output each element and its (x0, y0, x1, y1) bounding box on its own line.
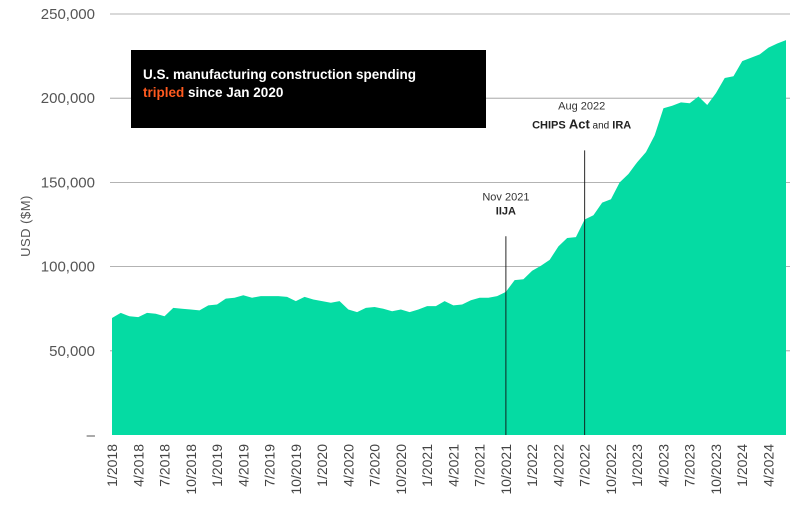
x-tick-label: 4/2021 (445, 444, 461, 487)
x-tick-label: 4/2024 (761, 444, 777, 487)
annotation-label: IIJA (496, 205, 516, 217)
y-tick-label: 200,000 (41, 90, 95, 107)
title-line-1: U.S. manufacturing construction spending (143, 67, 417, 82)
x-tick-label: 7/2023 (682, 444, 698, 487)
title-highlight: tripled (143, 85, 185, 100)
x-tick-label: 1/2022 (524, 444, 540, 487)
x-tick-label: 10/2022 (603, 444, 619, 495)
area-fill (112, 40, 786, 435)
title-line-2-rest: since Jan 2020 (184, 85, 284, 100)
y-axis-label: USD ($M) (18, 195, 33, 257)
x-tick-label: 1/2021 (419, 444, 435, 487)
annotation-date: Aug 2022 (558, 100, 605, 112)
x-tick-label: 4/2020 (340, 444, 356, 487)
y-tick-label: 150,000 (41, 174, 95, 191)
y-axis: – 50,000 100,000 150,000 200,000 250,000 (41, 6, 96, 444)
annotation-date: Nov 2021 (482, 191, 529, 203)
title-line-2: tripled since Jan 2020 (143, 84, 476, 102)
x-tick-label: 10/2020 (393, 444, 409, 495)
x-tick-label: 10/2019 (288, 444, 304, 495)
annotations: Nov 2021 IIJA Aug 2022 CHIPS Act and IRA (482, 100, 631, 435)
x-tick-label: 4/2023 (656, 444, 672, 487)
area-series (111, 40, 787, 435)
title-box: U.S. manufacturing construction spending… (131, 50, 486, 128)
y-tick-label: 100,000 (41, 259, 95, 276)
x-tick-label: 7/2020 (367, 444, 383, 487)
x-tick-label: 4/2022 (550, 444, 566, 487)
x-tick-label: 1/2019 (209, 444, 225, 487)
x-tick-label: 4/2018 (130, 444, 146, 487)
x-tick-label: 7/2019 (262, 444, 278, 487)
annotation-label: CHIPS Act and IRA (532, 116, 631, 131)
x-tick-label: 1/2018 (104, 444, 120, 487)
x-tick-label: 10/2023 (708, 444, 724, 495)
x-tick-label: 7/2018 (157, 444, 173, 487)
x-tick-label: 7/2021 (472, 444, 488, 487)
x-tick-label: 1/2024 (734, 444, 750, 487)
x-tick-label: 7/2022 (577, 444, 593, 487)
y-tick-label: 50,000 (49, 343, 95, 360)
y-tick-label: – (87, 427, 96, 444)
x-tick-label: 4/2019 (235, 444, 251, 487)
x-tick-label: 10/2021 (498, 444, 514, 495)
x-tick-label: 1/2020 (314, 444, 330, 487)
y-tick-label: 250,000 (41, 6, 95, 23)
x-axis: 1/2018 4/2018 7/2018 10/2018 1/2019 4/2019 7/2… (104, 444, 777, 495)
x-tick-label: 1/2023 (629, 444, 645, 487)
x-tick-label: 10/2018 (183, 444, 199, 495)
